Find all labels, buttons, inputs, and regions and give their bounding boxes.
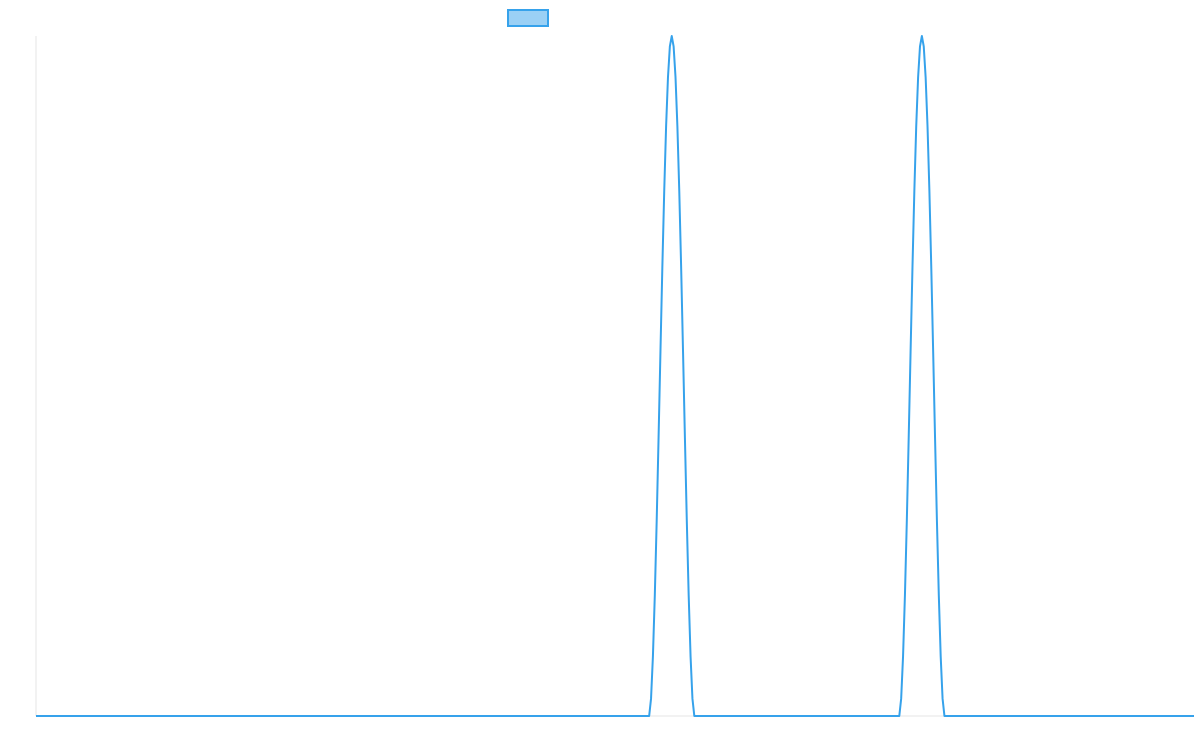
- series-layer: [36, 33, 1194, 717]
- peak-point-2[interactable]: [919, 33, 925, 39]
- series-line[interactable]: [36, 35, 1194, 717]
- legend[interactable]: [507, 9, 549, 27]
- peak-point-1[interactable]: [669, 33, 675, 39]
- legend-swatch[interactable]: [507, 9, 549, 27]
